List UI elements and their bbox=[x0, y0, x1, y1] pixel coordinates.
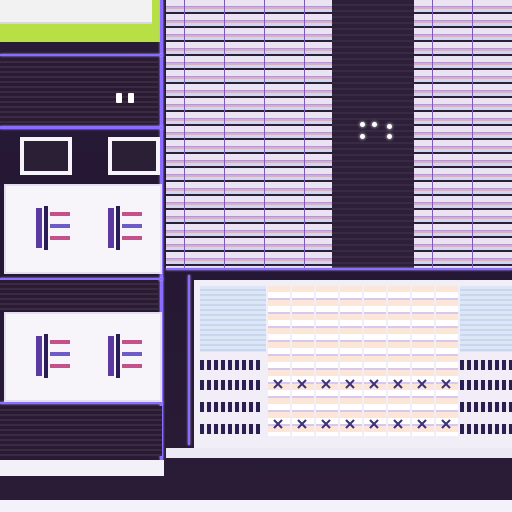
wire-row bbox=[200, 402, 260, 412]
array-spine bbox=[332, 0, 414, 270]
logic-column bbox=[412, 286, 434, 436]
wire-row bbox=[200, 360, 260, 370]
logic-column bbox=[292, 286, 314, 436]
logic-column bbox=[388, 286, 410, 436]
bus-line-horizontal bbox=[0, 126, 163, 129]
crossing-markers bbox=[273, 379, 451, 429]
blue-pad bbox=[200, 286, 266, 352]
dark-band bbox=[0, 58, 158, 124]
memory-array-left bbox=[166, 0, 332, 270]
dark-band bbox=[0, 406, 162, 456]
wire-row bbox=[200, 424, 260, 434]
transistor-glyph bbox=[108, 334, 142, 378]
logic-column bbox=[364, 286, 386, 436]
logic-column bbox=[268, 286, 290, 436]
logic-column bbox=[436, 286, 458, 436]
bus-line-horizontal bbox=[0, 278, 163, 280]
metal-strip bbox=[0, 460, 164, 476]
contact-dot bbox=[387, 134, 392, 139]
transistor-glyph bbox=[108, 206, 142, 250]
metal-pad-top bbox=[0, 0, 152, 24]
contact-pad bbox=[128, 93, 134, 103]
wire-row bbox=[460, 380, 512, 390]
bus-line-vertical bbox=[188, 275, 190, 445]
contact-dot bbox=[360, 134, 365, 139]
cell-block bbox=[4, 312, 162, 402]
bus-line-horizontal bbox=[0, 402, 163, 404]
memory-array-right bbox=[414, 0, 512, 270]
frame-rect bbox=[108, 137, 160, 175]
transistor-glyph bbox=[36, 334, 70, 378]
logic-column bbox=[340, 286, 362, 436]
wire-row bbox=[460, 402, 512, 412]
wire-row bbox=[460, 424, 512, 434]
contact-pad bbox=[116, 93, 122, 103]
dark-band bbox=[0, 280, 158, 310]
cell-block bbox=[4, 184, 162, 274]
bus-line-horizontal bbox=[166, 268, 512, 270]
bottom-edge bbox=[0, 500, 512, 512]
metal-strip bbox=[166, 448, 512, 458]
contact-dot bbox=[387, 124, 392, 129]
logic-column bbox=[316, 286, 338, 436]
contact-dot bbox=[372, 122, 377, 127]
transistor-glyph bbox=[36, 206, 70, 250]
wire-row bbox=[460, 360, 512, 370]
contact-dot bbox=[360, 122, 365, 127]
wire-row bbox=[200, 380, 260, 390]
blue-pad bbox=[460, 286, 512, 352]
frame-rect bbox=[20, 137, 72, 175]
bus-line-horizontal bbox=[0, 54, 163, 56]
